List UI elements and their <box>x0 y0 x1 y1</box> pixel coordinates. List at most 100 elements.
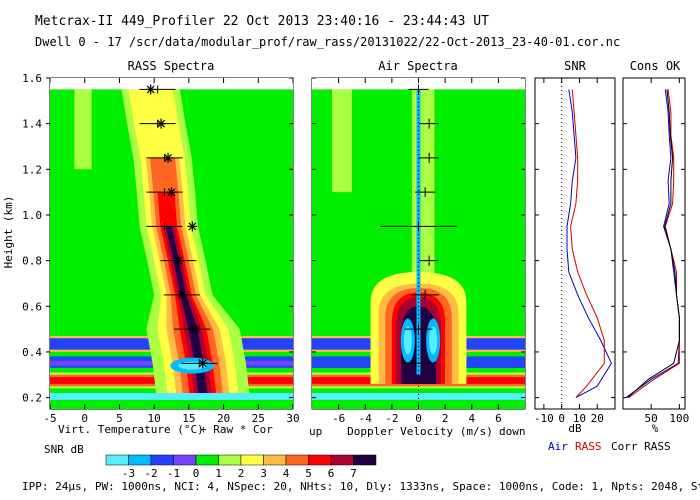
colorbar-cell <box>263 454 287 466</box>
colorbar-cell <box>105 454 129 466</box>
cor-peak-star <box>166 187 177 198</box>
x-tick-label: 0 <box>558 412 565 425</box>
y-tick-label: 0.8 <box>22 255 42 268</box>
y-tick-label: 1.6 <box>22 72 42 85</box>
lobe-core <box>429 326 438 355</box>
colorbar-cell <box>218 454 242 466</box>
x-tick-label: -5 <box>43 412 56 425</box>
colorbar-cell <box>150 454 174 466</box>
colorbar-tick-label: 5 <box>305 467 312 480</box>
legend-air: Air <box>548 440 568 453</box>
lobe-core <box>403 326 412 355</box>
y-tick-label: 0.4 <box>22 346 42 359</box>
snr-title: SNR <box>564 59 586 73</box>
profile-rass <box>628 89 680 399</box>
cons-ok-axes: 50 100 <box>623 77 689 425</box>
noise-band <box>312 393 525 400</box>
colorbar-cell <box>240 454 264 466</box>
noise-band <box>50 393 293 400</box>
cor-peak-star <box>173 255 184 266</box>
x-tick-label: 20 <box>591 412 604 425</box>
cor-peak-star <box>187 221 198 232</box>
rass-spectra-marker-legend: + Raw * Cor <box>200 423 273 436</box>
colorbar-tick-label: -1 <box>167 467 180 480</box>
x-tick-label: -10 <box>534 412 554 425</box>
cons-ok-title: Cons OK <box>630 59 681 73</box>
x-tick-label: 15 <box>182 412 195 425</box>
line-legend: Air RASS Corr RASS <box>548 440 671 453</box>
x-tick-label: -6 <box>332 412 345 425</box>
ridge-contour <box>165 226 208 393</box>
colorbar-ticks: -3 -2 -1 0 1 2 3 4 5 6 7 <box>122 467 357 480</box>
contour-yellow <box>74 89 92 170</box>
x-tick-label: 6 <box>495 412 502 425</box>
air-spectra-heatmap <box>312 78 525 410</box>
cor-peak-star-stroke <box>167 188 176 197</box>
header-dwell: Dwell 0 - 17 /scr/data/modular_prof/raw_… <box>35 35 620 49</box>
legend-corr-rass: Corr RASS <box>611 440 671 453</box>
cor-peak-star <box>176 289 187 300</box>
rass-spectra-peaks <box>139 84 218 369</box>
snr-axes: -10 0 10 20 <box>534 77 615 425</box>
colorbar-cell <box>285 454 309 466</box>
rass-spectra-axes: -5 0 5 10 15 20 25 30 0.2 0.4 0.6 0.8 1.0 1.2 1.4 1.6 <box>22 72 300 425</box>
cor-peak-star-stroke <box>191 325 200 334</box>
contour-yellow <box>331 89 352 193</box>
cor-peak-star-stroke <box>146 85 155 94</box>
profile-air <box>566 89 612 399</box>
colorbar-tick-label: 6 <box>328 467 335 480</box>
colorbar-label: SNR dB <box>44 443 84 456</box>
colorbar-tick-label: 3 <box>260 467 267 480</box>
cor-peak-star-stroke <box>164 153 172 162</box>
cor-peak-star-stroke <box>198 359 207 368</box>
snr-xlabel: dB <box>568 422 582 435</box>
x-tick-label: 30 <box>286 412 299 425</box>
cor-peak-star <box>190 324 201 335</box>
cor-peak-star-stroke <box>174 256 183 265</box>
cor-peak-star <box>156 118 167 129</box>
profile-rass <box>570 89 605 398</box>
cor-peak-star <box>163 152 174 163</box>
air-spectra-title: Air Spectra <box>378 59 457 73</box>
zero-column <box>416 89 421 375</box>
air-spectra-axes: -6 -4 -2 0 2 4 6 <box>312 77 525 425</box>
colorbar-cell <box>195 454 219 466</box>
x-tick-label: 50 <box>645 412 658 425</box>
x-tick-label: -4 <box>359 412 373 425</box>
x-tick-label: 5 <box>116 412 123 425</box>
y-tick-label: 1.0 <box>22 209 42 222</box>
air-spectra-panel: Air Spectra -6 -4 -2 0 2 4 6 up Doppler Veloci… <box>309 59 526 438</box>
x-tick-label: 10 <box>148 412 161 425</box>
x-tick-label: 10 <box>573 412 586 425</box>
colorbar-cell <box>353 454 377 466</box>
colorbar-tick-label: 1 <box>215 467 222 480</box>
colorbar-cell <box>308 454 332 466</box>
cor-peak-star <box>145 84 156 95</box>
x-tick-label: 20 <box>217 412 230 425</box>
x-tick-label: 4 <box>468 412 475 425</box>
y-tick-label: 0.6 <box>22 300 42 313</box>
colorbar-cell <box>173 454 197 466</box>
air-spectra-down-label: down <box>499 425 526 438</box>
air-spectra-xlabel: Doppler Velocity (m/s) <box>347 425 493 438</box>
colorbar-tick-label: -3 <box>122 467 135 480</box>
footer-params: IPP: 24µs, PW: 1000ns, NCI: 4, NSpec: 20… <box>22 480 700 493</box>
rass-spectra-heatmap <box>50 78 293 410</box>
air-spectra-up-label: up <box>309 425 322 438</box>
rass-spectra-title: RASS Spectra <box>128 59 215 73</box>
x-tick-label: 2 <box>442 412 449 425</box>
x-tick-label: 100 <box>669 412 689 425</box>
cons-ok-panel: Cons OK 50 100 % <box>622 59 689 435</box>
rass-spectra-panel: RASS Spectra -5 0 5 10 15 20 25 30 0.2 0.4 0.6 0.8 1… <box>2 59 300 436</box>
cor-peak-star-stroke <box>188 222 197 231</box>
rass-spectra-xlabel: Virt. Temperature (°C) <box>58 423 204 436</box>
y-tick-label: 0.2 <box>22 392 42 405</box>
y-tick-label: 1.4 <box>22 118 42 131</box>
snr-profiles <box>561 78 612 409</box>
legend-rass: RASS <box>575 440 602 453</box>
cor-peak-star-stroke <box>177 290 186 299</box>
x-tick-label: -2 <box>385 412 398 425</box>
x-tick-label: 0 <box>415 412 422 425</box>
cons-ok-xlabel: % <box>652 422 659 435</box>
